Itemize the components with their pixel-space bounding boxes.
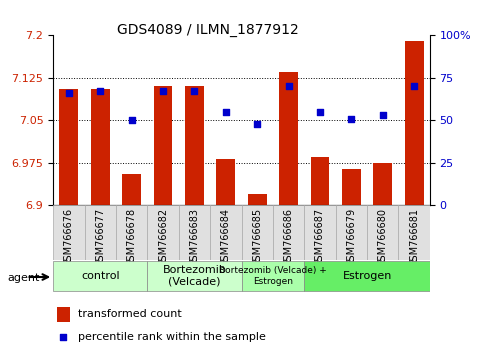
Text: Bortezomib
(Velcade): Bortezomib (Velcade) bbox=[162, 265, 227, 287]
Bar bbox=[242, 261, 304, 291]
Point bbox=[128, 118, 135, 123]
Text: GSM766681: GSM766681 bbox=[409, 208, 419, 267]
Text: GSM766685: GSM766685 bbox=[252, 208, 262, 267]
Text: Estrogen: Estrogen bbox=[342, 271, 392, 281]
Text: GSM766684: GSM766684 bbox=[221, 208, 231, 267]
Bar bbox=[154, 86, 172, 205]
Bar bbox=[248, 194, 267, 205]
Point bbox=[316, 109, 324, 115]
Text: control: control bbox=[81, 271, 119, 281]
Point bbox=[379, 113, 387, 118]
Text: GSM766686: GSM766686 bbox=[284, 208, 294, 267]
Point bbox=[159, 88, 167, 94]
Bar bbox=[304, 261, 430, 291]
Point bbox=[285, 84, 293, 89]
Bar bbox=[57, 307, 70, 322]
Bar bbox=[85, 205, 116, 260]
Bar bbox=[373, 163, 392, 205]
Bar bbox=[336, 205, 367, 260]
Bar bbox=[116, 205, 147, 260]
Bar bbox=[311, 157, 329, 205]
Text: GDS4089 / ILMN_1877912: GDS4089 / ILMN_1877912 bbox=[117, 23, 298, 37]
Text: agent: agent bbox=[7, 273, 40, 283]
Bar bbox=[367, 205, 398, 260]
Bar bbox=[405, 41, 424, 205]
Point bbox=[348, 116, 355, 121]
Bar bbox=[147, 261, 242, 291]
Bar bbox=[122, 174, 141, 205]
Bar bbox=[91, 89, 110, 205]
Bar bbox=[53, 261, 147, 291]
Bar bbox=[273, 205, 304, 260]
Text: GSM766679: GSM766679 bbox=[346, 208, 356, 267]
Bar bbox=[304, 205, 336, 260]
Text: Bortezomib (Velcade) +
Estrogen: Bortezomib (Velcade) + Estrogen bbox=[219, 267, 327, 286]
Point bbox=[411, 84, 418, 89]
Point bbox=[191, 88, 199, 94]
Point bbox=[97, 88, 104, 94]
Bar bbox=[185, 86, 204, 205]
Text: GSM766676: GSM766676 bbox=[64, 208, 74, 267]
Text: GSM766680: GSM766680 bbox=[378, 208, 388, 267]
Text: percentile rank within the sample: percentile rank within the sample bbox=[78, 332, 266, 342]
Bar bbox=[147, 205, 179, 260]
Bar bbox=[210, 205, 242, 260]
Bar bbox=[59, 89, 78, 205]
Bar bbox=[242, 205, 273, 260]
Point bbox=[59, 334, 67, 339]
Text: GSM766677: GSM766677 bbox=[95, 208, 105, 267]
Bar bbox=[179, 205, 210, 260]
Bar bbox=[398, 205, 430, 260]
Bar bbox=[53, 205, 85, 260]
Text: GSM766683: GSM766683 bbox=[189, 208, 199, 267]
Text: GSM766687: GSM766687 bbox=[315, 208, 325, 267]
Bar bbox=[279, 72, 298, 205]
Text: GSM766678: GSM766678 bbox=[127, 208, 137, 267]
Bar bbox=[342, 169, 361, 205]
Point bbox=[65, 90, 73, 96]
Point bbox=[222, 109, 230, 115]
Point bbox=[253, 121, 261, 127]
Text: GSM766682: GSM766682 bbox=[158, 208, 168, 267]
Bar bbox=[216, 159, 235, 205]
Text: transformed count: transformed count bbox=[78, 309, 182, 319]
